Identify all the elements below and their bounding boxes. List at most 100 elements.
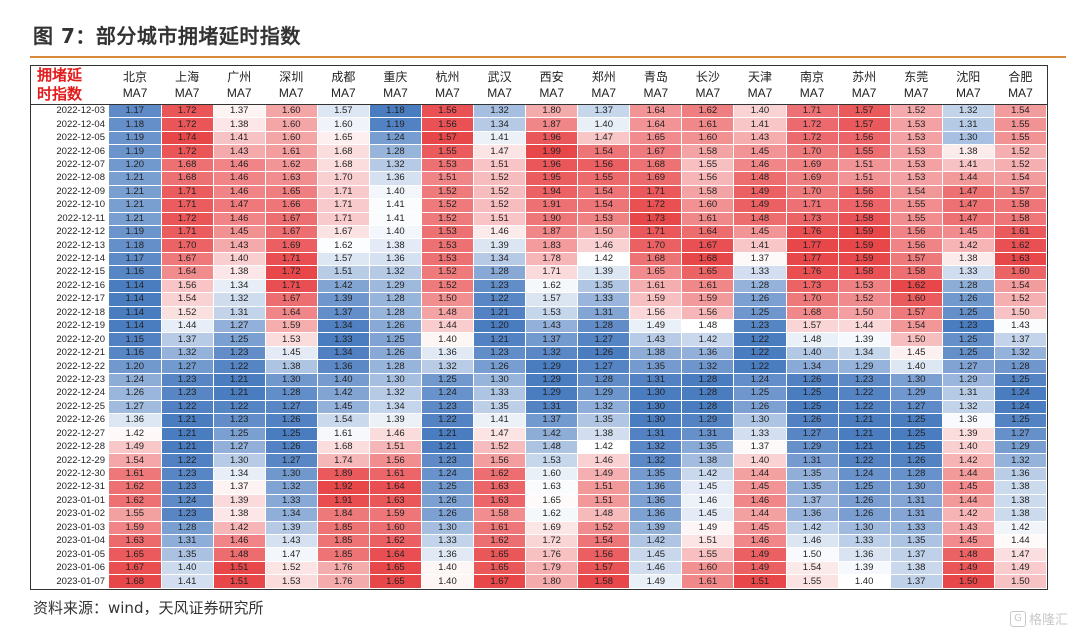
value-cell: 1.37	[577, 104, 631, 119]
value-cell: 1.60	[681, 561, 735, 576]
date-cell: 2022-12-31	[31, 480, 109, 495]
value-cell: 1.64	[369, 547, 422, 562]
value-cell: 1.49	[577, 467, 631, 482]
figure-title: 图 7：部分城市拥堵延时指数	[33, 24, 301, 48]
value-cell: 1.26	[421, 494, 475, 509]
value-cell: 1.62	[109, 494, 162, 509]
value-cell: 1.55	[994, 117, 1048, 132]
value-cell: 1.33	[838, 534, 891, 549]
value-cell: 1.46	[213, 534, 266, 549]
value-cell: 1.33	[421, 534, 475, 549]
value-cell: 1.72	[629, 198, 683, 213]
date-cell: 2023-01-06	[31, 561, 109, 576]
value-cell: 1.27	[265, 453, 318, 468]
value-cell: 1.46	[733, 158, 787, 173]
value-cell: 1.33	[317, 332, 370, 347]
date-cell: 2022-12-28	[31, 440, 109, 455]
value-cell: 1.21	[109, 171, 162, 186]
value-cell: 1.22	[473, 292, 527, 307]
value-cell: 1.27	[265, 400, 318, 415]
value-cell: 1.45	[733, 225, 787, 240]
value-cell: 1.45	[213, 225, 266, 240]
city-name: 西安	[539, 70, 564, 84]
column-header: 青岛 MA7	[629, 66, 682, 105]
value-cell: 1.53	[421, 158, 475, 173]
value-cell: 1.61	[681, 117, 735, 132]
value-cell: 1.36	[838, 547, 891, 562]
congestion-table-container: 拥堵延 时指数 北京 MA7 上海 MA7 广州 MA7 深圳 MA7 成都 MA7 重庆 MA7 杭州…	[30, 65, 1048, 590]
value-cell: 1.44	[161, 319, 214, 334]
value-cell: 1.45	[942, 225, 995, 240]
value-cell: 1.65	[369, 561, 422, 576]
metric-label: MA7	[851, 86, 877, 100]
value-cell: 1.32	[994, 453, 1048, 468]
value-cell: 1.71	[265, 279, 318, 294]
value-cell: 1.27	[890, 400, 943, 415]
value-cell: 1.52	[421, 185, 475, 200]
value-cell: 1.39	[838, 561, 891, 576]
date-cell: 2022-12-08	[31, 171, 109, 186]
value-cell: 1.36	[109, 413, 162, 428]
value-cell: 1.31	[942, 386, 995, 401]
value-cell: 1.26	[786, 413, 839, 428]
value-cell: 1.38	[681, 453, 735, 468]
city-name: 青岛	[643, 70, 668, 84]
value-cell: 1.76	[317, 574, 370, 589]
value-cell: 1.23	[421, 453, 475, 468]
table-row: 2023-01-03 1.59 1.28 1.42 1.39 1.85 1.60 1.30 1.…	[31, 521, 1048, 536]
value-cell: 1.63	[994, 252, 1048, 267]
value-cell: 1.22	[838, 400, 891, 415]
value-cell: 1.18	[109, 238, 162, 253]
value-cell: 1.42	[681, 332, 735, 347]
value-cell: 1.71	[786, 104, 839, 119]
date-cell: 2022-12-17	[31, 292, 109, 307]
value-cell: 1.29	[369, 279, 422, 294]
value-cell: 1.91	[525, 198, 579, 213]
date-cell: 2022-12-23	[31, 373, 109, 388]
date-cell: 2022-12-11	[31, 212, 109, 226]
value-cell: 1.21	[161, 427, 214, 441]
value-cell: 1.21	[838, 440, 891, 455]
metric-label: MA7	[226, 86, 252, 100]
value-cell: 1.26	[786, 373, 839, 388]
corner-label: 拥堵延 时指数	[31, 66, 109, 105]
value-cell: 1.57	[786, 319, 839, 334]
value-cell: 1.37	[213, 104, 266, 119]
column-header: 广州 MA7	[213, 66, 266, 105]
value-cell: 1.37	[733, 440, 787, 455]
value-cell: 1.51	[681, 534, 735, 549]
value-cell: 1.45	[681, 507, 735, 522]
table-row: 2022-12-22 1.20 1.27 1.22 1.38 1.36 1.28 1.32 1.…	[31, 359, 1048, 374]
value-cell: 1.41	[369, 198, 422, 213]
date-cell: 2022-12-07	[31, 158, 109, 173]
date-cell: 2022-12-13	[31, 238, 109, 253]
value-cell: 1.31	[890, 494, 943, 509]
table-row: 2023-01-06 1.67 1.40 1.51 1.52 1.76 1.65 1.40 1.…	[31, 561, 1048, 576]
value-cell: 1.64	[629, 117, 683, 132]
value-cell: 1.40	[733, 453, 787, 468]
value-cell: 1.67	[317, 225, 370, 240]
value-cell: 1.56	[681, 306, 735, 321]
value-cell: 1.52	[421, 198, 475, 213]
value-cell: 1.29	[525, 359, 579, 374]
value-cell: 1.69	[629, 171, 683, 186]
value-cell: 1.72	[161, 104, 214, 119]
value-cell: 1.67	[629, 144, 683, 159]
value-cell: 1.25	[890, 440, 943, 455]
value-cell: 1.54	[161, 292, 214, 307]
value-cell: 1.59	[369, 507, 422, 522]
metric-label: MA7	[331, 86, 356, 100]
value-cell: 1.52	[890, 104, 943, 119]
value-cell: 1.43	[213, 144, 266, 159]
value-cell: 1.68	[629, 158, 683, 173]
value-cell: 1.31	[942, 117, 995, 132]
value-cell: 1.68	[161, 158, 214, 173]
value-cell: 1.39	[942, 427, 995, 441]
value-cell: 1.42	[629, 534, 683, 549]
value-cell: 1.38	[890, 561, 943, 576]
date-cell: 2022-12-05	[31, 131, 109, 146]
value-cell: 1.49	[629, 574, 683, 589]
city-name: 南京	[800, 70, 825, 84]
value-cell: 1.40	[421, 332, 475, 347]
value-cell: 1.62	[473, 534, 527, 549]
